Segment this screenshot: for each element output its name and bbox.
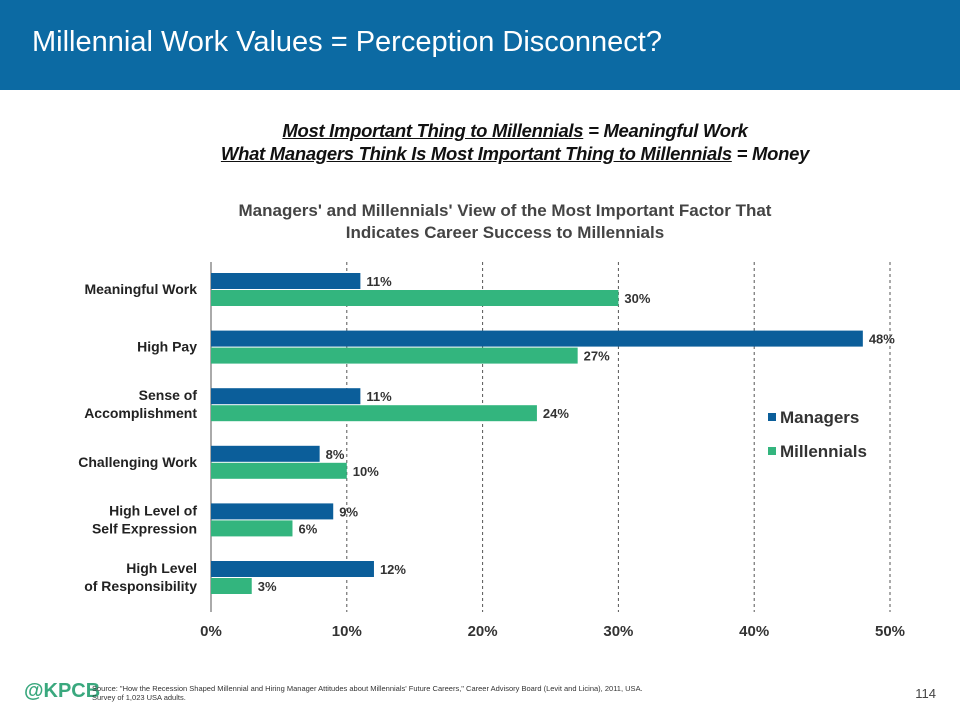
data-label: 30% bbox=[624, 291, 650, 306]
bar-millennials bbox=[211, 578, 252, 594]
subtitle-line-1: Most Important Thing to Millennials = Me… bbox=[0, 120, 960, 142]
bar-millennials bbox=[211, 405, 537, 422]
category-label: High Pay bbox=[137, 339, 197, 355]
kpcb-logo: @KPCB bbox=[24, 680, 101, 702]
x-tick-label: 50% bbox=[875, 623, 905, 640]
x-tick-label: 0% bbox=[200, 623, 222, 640]
category-label: Challenging Work bbox=[78, 454, 197, 470]
source-line-1: Source: "How the Recession Shaped Millen… bbox=[92, 684, 643, 693]
bar-managers bbox=[211, 330, 863, 347]
legend-swatch-millennials bbox=[768, 447, 776, 455]
bar-managers bbox=[211, 273, 361, 289]
bar-managers bbox=[211, 388, 361, 405]
slide-title: Millennial Work Values = Perception Disc… bbox=[32, 26, 662, 58]
data-label: 9% bbox=[339, 504, 358, 519]
bar-millennials bbox=[211, 347, 578, 364]
data-label: 11% bbox=[366, 389, 392, 404]
bar-millennials bbox=[211, 520, 293, 537]
category-label: Accomplishment bbox=[84, 405, 197, 421]
bar-managers bbox=[211, 445, 320, 462]
subtitle-2-rest: = Money bbox=[731, 143, 810, 164]
data-label: 24% bbox=[543, 406, 569, 421]
chart-title: Managers' and Millennials' View of the M… bbox=[150, 200, 860, 244]
source-line-2: Survey of 1,023 USA adults. bbox=[92, 693, 186, 702]
bar-managers bbox=[211, 561, 374, 577]
legend-label-managers: Managers bbox=[780, 408, 859, 427]
chart-title-line-2: Indicates Career Success to Millennials bbox=[345, 223, 665, 242]
category-label: Meaningful Work bbox=[84, 281, 197, 297]
header-bar: Millennial Work Values = Perception Disc… bbox=[0, 0, 960, 90]
legend-label-millennials: Millennials bbox=[780, 442, 867, 461]
subtitle-1-underlined: Most Important Thing to Millennials bbox=[282, 120, 584, 141]
legend-swatch-managers bbox=[768, 413, 776, 421]
x-tick-label: 30% bbox=[603, 623, 633, 640]
x-tick-label: 20% bbox=[468, 623, 498, 640]
chart-title-line-1: Managers' and Millennials' View of the M… bbox=[238, 201, 772, 220]
x-tick-label: 10% bbox=[332, 623, 362, 640]
subtitle-line-2: What Managers Think Is Most Important Th… bbox=[0, 143, 960, 165]
category-label: Sense of bbox=[139, 387, 198, 403]
data-label: 12% bbox=[380, 562, 406, 577]
subtitle-2-underlined: What Managers Think Is Most Important Th… bbox=[220, 143, 732, 164]
data-label: 10% bbox=[353, 464, 379, 479]
category-label: High Level of bbox=[109, 502, 197, 518]
page-number: 114 bbox=[915, 686, 936, 701]
bar-millennials bbox=[211, 462, 347, 479]
category-label: Self Expression bbox=[92, 520, 197, 536]
source-note: Source: "How the Recession Shaped Millen… bbox=[92, 684, 643, 702]
data-label: 11% bbox=[366, 274, 392, 289]
category-label: High Level bbox=[126, 560, 197, 576]
bar-millennials bbox=[211, 290, 619, 306]
data-label: 3% bbox=[258, 579, 277, 594]
data-label: 8% bbox=[326, 447, 345, 462]
data-label: 6% bbox=[298, 521, 317, 536]
data-label: 27% bbox=[584, 349, 610, 364]
x-tick-label: 40% bbox=[739, 623, 769, 640]
bar-managers bbox=[211, 503, 334, 520]
data-label: 48% bbox=[869, 332, 895, 347]
category-label: of Responsibility bbox=[84, 578, 197, 594]
subtitle-1-rest: = Meaningful Work bbox=[583, 120, 748, 141]
